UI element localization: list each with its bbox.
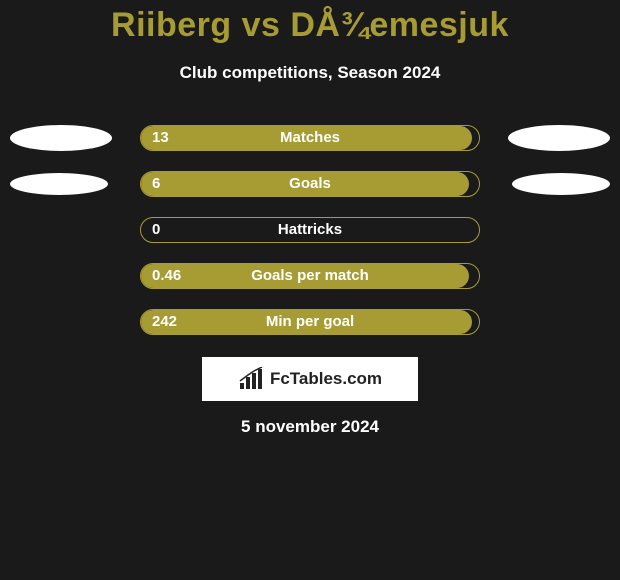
stat-row: 6Goals: [0, 171, 620, 197]
bar-label: Hattricks: [140, 217, 480, 243]
bar-label: Goals: [140, 171, 480, 197]
left-ellipse: [10, 125, 112, 151]
subtitle: Club competitions, Season 2024: [0, 63, 620, 83]
stat-row: 242Min per goal: [0, 309, 620, 335]
bar-label: Goals per match: [140, 263, 480, 289]
stat-row: 0.46Goals per match: [0, 263, 620, 289]
logo-box[interactable]: FcTables.com: [202, 357, 418, 401]
stat-row: 0Hattricks: [0, 217, 620, 243]
comparison-widget: Riiberg vs DÅ¾emesjuk Club competitions,…: [0, 0, 620, 580]
bar-chart-icon: [238, 367, 266, 391]
stat-rows: 13Matches 6Goals 0Hattricks 0.46Goals per m…: [0, 125, 620, 335]
bar-label: Min per goal: [140, 309, 480, 335]
logo-text: FcTables.com: [270, 369, 382, 389]
left-ellipse: [10, 173, 108, 195]
page-title: Riiberg vs DÅ¾emesjuk: [0, 6, 620, 45]
right-ellipse: [508, 125, 610, 151]
right-ellipse: [512, 173, 610, 195]
bar-label: Matches: [140, 125, 480, 151]
stat-row: 13Matches: [0, 125, 620, 151]
date-label: 5 november 2024: [0, 417, 620, 437]
